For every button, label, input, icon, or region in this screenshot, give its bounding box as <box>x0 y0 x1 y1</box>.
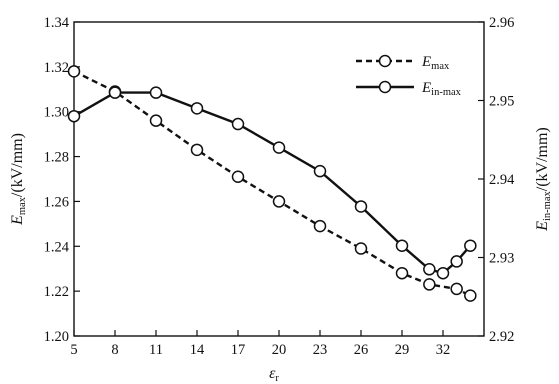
left-y-axis-title: Emax/(kV/mm) <box>9 133 28 226</box>
data-point-e-in-max <box>313 164 327 178</box>
x-tick-label: 17 <box>231 342 246 358</box>
data-point-e-in-max <box>464 239 477 252</box>
data-point-e-max <box>149 114 163 127</box>
data-point-e-max <box>423 278 436 291</box>
right-tick-label: 2.95 <box>489 94 514 110</box>
right-tick-label: 2.96 <box>489 15 514 31</box>
legend-label-e-in-max: Ein-max <box>421 80 462 98</box>
data-point-e-max <box>395 266 409 280</box>
data-point-e-in-max <box>436 266 450 280</box>
x-tick-label: 11 <box>149 342 163 358</box>
data-point-e-in-max <box>395 239 409 252</box>
x-tick-label: 20 <box>272 342 287 358</box>
series-line-e-in-max <box>73 91 472 275</box>
legend-marker-e-max <box>378 54 392 68</box>
legend: Emax Ein-max <box>356 54 462 98</box>
left-tick-label: 1.32 <box>44 60 69 76</box>
data-point-e-max <box>272 195 286 208</box>
left-tick-label: 1.24 <box>44 239 70 255</box>
x-axis-title: εr <box>269 365 279 384</box>
left-tick-label: 1.34 <box>44 15 70 31</box>
data-point-e-max <box>313 219 327 233</box>
data-point-e-in-max <box>190 102 204 115</box>
legend-marker-e-in-max <box>378 80 392 94</box>
data-point-e-in-max <box>67 109 81 123</box>
left-tick-label: 1.20 <box>44 329 69 345</box>
left-tick-label: 1.22 <box>44 284 69 300</box>
data-point-e-max <box>231 170 245 184</box>
right-tick-label: 2.93 <box>489 251 514 267</box>
data-point-e-max <box>67 65 81 78</box>
right-tick-label: 2.94 <box>489 172 515 188</box>
data-point-e-max <box>354 242 368 255</box>
left-tick-label: 1.26 <box>44 194 69 210</box>
right-y-axis-title: Ein-max/(kV/mm) <box>534 127 553 232</box>
series-layer <box>67 65 477 302</box>
data-point-e-in-max <box>423 263 436 276</box>
x-axis: 5 8 11 14 17 20 23 26 29 32 <box>70 330 450 358</box>
right-tick-label: 2.92 <box>489 329 514 345</box>
data-point-e-in-max <box>149 86 163 99</box>
data-point-e-max <box>190 143 204 157</box>
series-line-e-max <box>73 70 471 297</box>
x-tick-label: 26 <box>354 342 369 358</box>
data-point-e-max <box>450 282 463 296</box>
x-tick-label: 8 <box>111 342 118 358</box>
data-point-e-in-max <box>231 117 245 131</box>
left-y-axis: 1.20 1.22 1.24 1.26 1.28 1.30 1.32 1.34 <box>44 15 80 345</box>
data-point-e-in-max <box>272 141 286 154</box>
data-point-e-max <box>464 289 477 302</box>
left-tick-label: 1.28 <box>44 150 69 166</box>
right-y-axis: 2.92 2.93 2.94 2.95 2.96 <box>478 15 515 345</box>
data-point-e-in-max <box>450 255 463 268</box>
x-tick-label: 5 <box>70 342 77 358</box>
x-tick-label: 32 <box>436 342 451 358</box>
data-point-e-in-max <box>354 200 368 213</box>
data-point-e-in-max <box>108 86 122 99</box>
x-tick-label: 29 <box>395 342 410 358</box>
left-tick-label: 1.30 <box>44 105 69 121</box>
legend-label-e-max: Emax <box>421 54 450 72</box>
x-tick-label: 23 <box>313 342 328 358</box>
x-tick-label: 14 <box>190 342 205 358</box>
